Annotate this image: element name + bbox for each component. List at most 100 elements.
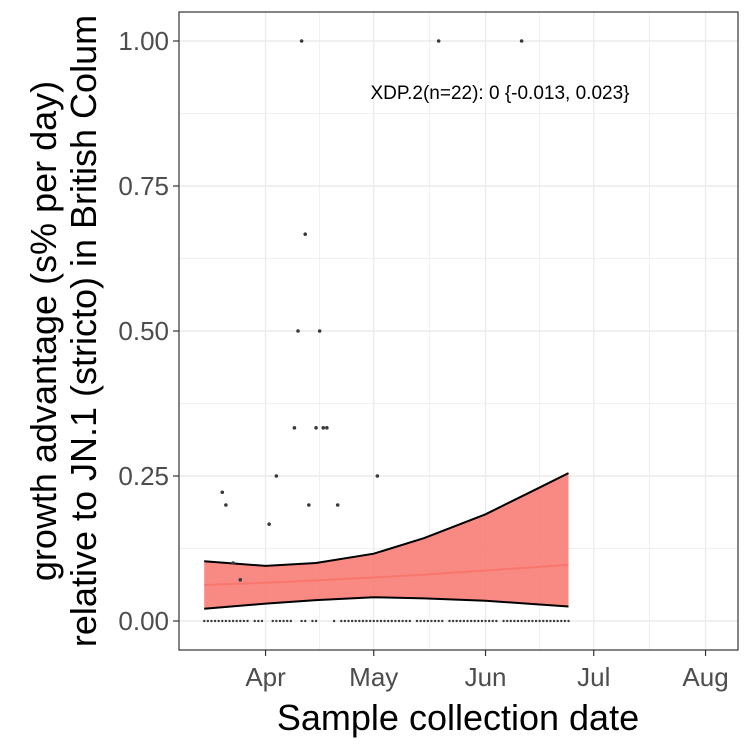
data-point-zero (386, 619, 390, 623)
data-point-zero (567, 619, 570, 623)
y-tick-label: 1.00 (118, 26, 169, 56)
data-point-zero (419, 619, 422, 623)
data-point-zero (217, 619, 220, 623)
data-point-zero (390, 619, 393, 623)
confidence-ribbon (204, 473, 569, 609)
data-point (375, 474, 380, 478)
x-tick-label: Jul (577, 662, 610, 692)
data-point (296, 329, 300, 333)
x-axis-title: Sample collection date (277, 697, 639, 738)
data-point-zero (340, 619, 343, 623)
data-point-zero (405, 619, 408, 623)
data-point-zero (210, 619, 213, 623)
data-point (267, 522, 271, 526)
data-point-zero (397, 619, 401, 623)
data-point-zero (534, 619, 538, 623)
data-point (325, 426, 329, 430)
data-point-zero (423, 619, 426, 623)
data-point (231, 561, 235, 565)
data-point-zero (304, 619, 307, 623)
data-point-zero (480, 619, 484, 623)
data-point-zero (383, 619, 386, 623)
data-point-zero (469, 619, 473, 623)
data-point-zero (426, 619, 430, 623)
data-point (238, 578, 243, 582)
data-point-zero (531, 619, 534, 623)
data-point-zero (275, 619, 278, 623)
y-tick-label: 0.25 (118, 461, 169, 491)
data-point-zero (246, 619, 249, 623)
y-axis-title-line-2: relative to JN.1 (stricto) in British Co… (63, 15, 104, 647)
y-axis: 0.00 0.25 0.50 0.75 1.00 (118, 26, 179, 636)
data-point-zero (314, 619, 318, 623)
y-axis-title-line-1: growth advantage (s% per day) (23, 81, 64, 581)
data-point-zero (415, 619, 419, 623)
data-point-zero (206, 619, 210, 623)
data-point-zero (358, 619, 361, 623)
data-point-zero (459, 619, 462, 623)
data-point-zero (516, 619, 520, 623)
data-point-zero (213, 619, 217, 623)
data-point-zero (509, 619, 512, 623)
data-point-zero (221, 619, 224, 623)
data-point-zero (332, 619, 336, 623)
data-point (224, 503, 228, 507)
data-point-zero (448, 619, 451, 623)
y-tick-label: 0.00 (118, 606, 169, 636)
x-tick-label: May (349, 662, 398, 692)
data-point-zero (224, 619, 228, 623)
data-point (307, 503, 311, 507)
data-point-zero (433, 619, 437, 623)
data-point-zero (260, 619, 264, 623)
data-point-zero (549, 619, 552, 623)
data-point-zero (545, 619, 549, 623)
data-point (220, 490, 225, 495)
annotation-label: XDP.2(n=22): 0 {-0.013, 0.023} (371, 83, 630, 104)
data-point-zero (311, 619, 314, 623)
data-point-zero (437, 619, 440, 623)
data-point-zero (278, 619, 282, 623)
data-point-zero (408, 619, 412, 623)
data-point (303, 232, 308, 236)
data-point-zero (513, 619, 516, 623)
data-point-zero (563, 619, 567, 623)
data-point (335, 503, 340, 507)
data-point-zero (505, 619, 509, 623)
data-point (274, 474, 279, 478)
data-point-zero (477, 619, 480, 623)
data-point-zero (538, 619, 541, 623)
x-tick-label: Apr (245, 662, 286, 692)
y-axis-title: growth advantage (s% per day) relative t… (23, 15, 104, 647)
data-point-zero (343, 619, 347, 623)
data-point (292, 426, 297, 430)
points-layer (203, 39, 570, 623)
data-point-zero (300, 619, 303, 623)
data-point-zero (239, 619, 242, 623)
data-point-zero (455, 619, 458, 623)
data-point-zero (253, 619, 256, 623)
data-point-zero (350, 619, 354, 623)
lower-bound-line (204, 596, 569, 610)
data-point-zero (487, 619, 491, 623)
data-point-zero (235, 619, 238, 623)
data-point-zero (372, 619, 375, 623)
data-point-zero (527, 619, 531, 623)
data-point-zero (285, 619, 289, 623)
data-point-zero (347, 619, 350, 623)
data-point-zero (394, 619, 397, 623)
data-point-zero (524, 619, 527, 623)
x-tick-label: Aug (682, 662, 728, 692)
data-point-zero (354, 619, 357, 623)
data-point-zero (289, 619, 292, 623)
y-tick-label: 0.75 (118, 171, 169, 201)
fit-line (204, 563, 569, 586)
data-point-zero (430, 619, 433, 623)
data-point-zero (484, 619, 487, 623)
data-point-zero (271, 619, 274, 623)
data-point-zero (376, 619, 379, 623)
data-point-zero (556, 619, 559, 623)
data-point-zero (365, 619, 368, 623)
data-point (314, 426, 318, 430)
confidence-ribbon-layer (204, 472, 569, 610)
data-point-zero (451, 619, 455, 623)
